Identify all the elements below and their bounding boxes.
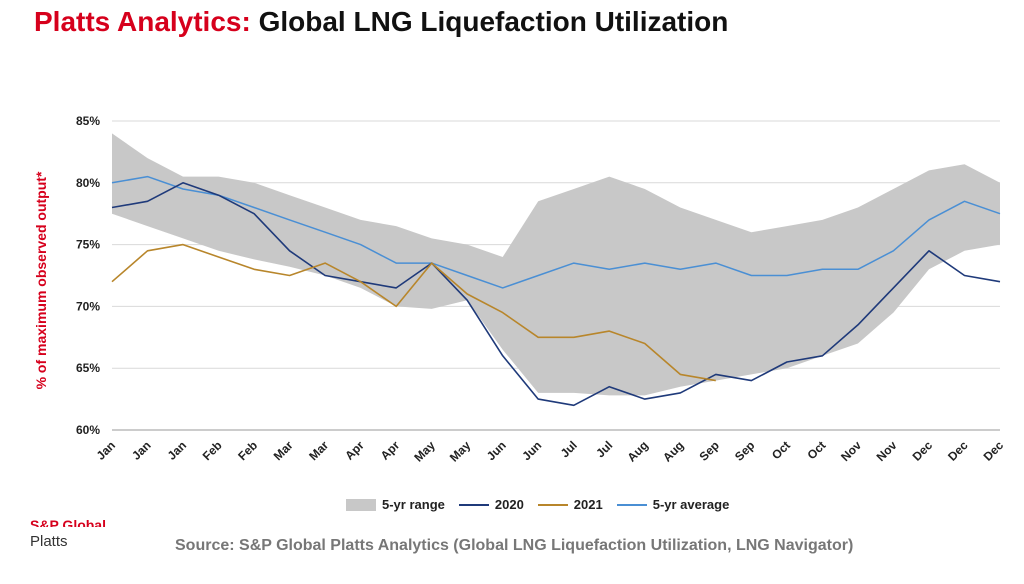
x-tick-label: Jun: [484, 438, 509, 463]
y-tick-label: 75%: [76, 238, 100, 252]
x-tick-label: Oct: [804, 438, 828, 462]
x-tick-label: Jul: [593, 438, 615, 460]
series-line-2021: [111, 243, 716, 382]
x-tick-label: Dec: [945, 438, 971, 464]
y-tick-label: 85%: [76, 114, 100, 128]
legend-item-range: 5-yr range: [346, 497, 445, 512]
legend-item-2020: 2020: [458, 497, 524, 512]
legend-swatch-range: [346, 498, 376, 511]
legend: 5-yr range 2020 2021 5-yr average: [346, 497, 743, 512]
legend-swatch-2020: [458, 503, 489, 506]
legend-label-2021: 2021: [573, 497, 603, 512]
y-axis-label: % of maximum observed output*: [33, 171, 49, 389]
x-tick-label: Sep: [732, 438, 757, 463]
x-tick-label: Nov: [874, 438, 900, 464]
title-brand: Platts Analytics:: [34, 6, 251, 37]
legend-swatch-2021: [537, 503, 568, 506]
legend-item-avg: 5-yr average: [616, 497, 730, 512]
x-tick-label: Jan: [165, 438, 190, 463]
x-tick-label: Oct: [769, 438, 793, 462]
logo-top-text: S&P Global: [30, 518, 106, 527]
y-tick-label: 60%: [76, 423, 100, 437]
series-line-5yr-average: [111, 175, 1001, 289]
x-tick-label: Feb: [235, 438, 260, 463]
x-tick-label: Feb: [200, 438, 225, 463]
y-tick-label: 65%: [76, 361, 100, 375]
x-tick-label: Aug: [660, 438, 686, 464]
x-tick-label: May: [447, 438, 474, 465]
x-tick-label: Sep: [696, 438, 721, 463]
series-line-2020: [111, 182, 1001, 407]
x-tick-label: Apr: [342, 438, 367, 463]
x-tick-label: Jan: [129, 438, 154, 463]
legend-label-avg: 5-yr average: [652, 497, 730, 512]
x-tick-label: Nov: [838, 438, 864, 464]
logo-bottom-text: Platts: [30, 533, 68, 550]
x-tick-label: Mar: [306, 438, 331, 463]
sp-global-logo: S&P Global Platts: [30, 518, 106, 549]
x-tick-label: Dec: [910, 438, 936, 464]
title-text: Global LNG Liquefaction Utilization: [258, 6, 729, 37]
y-tick-label: 70%: [76, 299, 100, 313]
x-tick-label: Apr: [378, 438, 403, 463]
chart-title: Platts Analytics: Global LNG Liquefactio…: [34, 6, 728, 38]
legend-item-2021: 2021: [537, 497, 603, 512]
series-band-5yr-range: [112, 133, 1000, 396]
legend-label-range: 5-yr range: [382, 497, 445, 512]
legend-label-2020: 2020: [494, 497, 524, 512]
x-tick-label: May: [411, 438, 438, 465]
x-tick-label: Mar: [271, 438, 296, 463]
x-tick-label: Aug: [625, 438, 651, 464]
y-tick-label: 80%: [76, 176, 100, 190]
x-tick-label: Jan: [94, 438, 119, 463]
legend-swatch-avg: [616, 503, 647, 506]
source-note: Source: S&P Global Platts Analytics (Glo…: [175, 537, 854, 554]
x-tick-label: Dec: [981, 438, 1007, 464]
x-tick-label: Jul: [558, 438, 580, 460]
x-tick-label: Jun: [519, 438, 544, 463]
